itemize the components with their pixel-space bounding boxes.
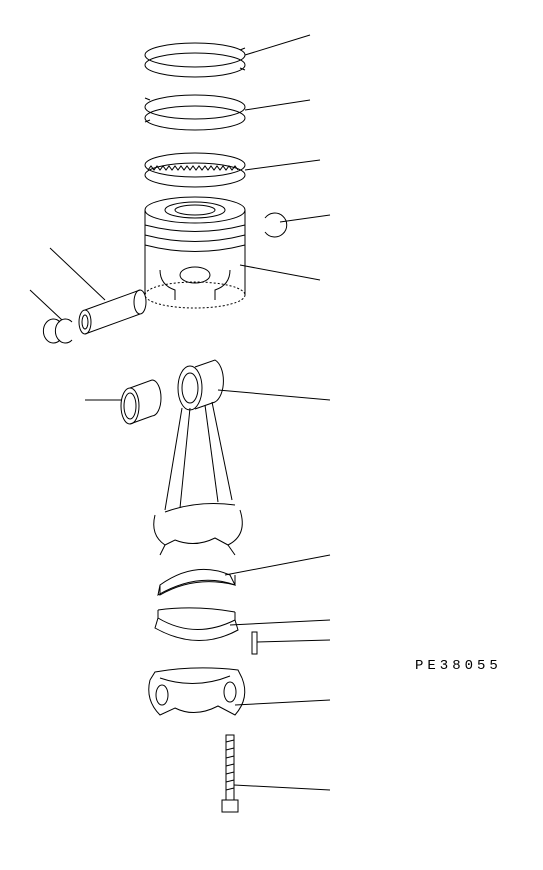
rod-bolt-icon xyxy=(222,735,330,812)
part-number-label: PE38055 xyxy=(415,658,502,674)
upper-bearing-icon xyxy=(158,555,330,595)
piston-icon xyxy=(145,197,320,308)
lower-bearing-icon xyxy=(155,608,330,641)
bushing-icon xyxy=(85,380,161,424)
snap-ring-right-icon xyxy=(265,213,330,237)
second-compression-ring-icon xyxy=(145,95,310,130)
piston-pin-icon xyxy=(50,248,146,334)
top-compression-ring-icon xyxy=(145,35,310,77)
exploded-diagram-container: PE38055 xyxy=(0,0,543,865)
connecting-rod-icon xyxy=(154,360,330,555)
oil-control-ring-icon xyxy=(145,153,320,187)
snap-ring-left-icon xyxy=(30,290,72,343)
diagram-svg xyxy=(0,0,543,865)
rod-cap-icon xyxy=(149,668,330,715)
dowel-pin-icon xyxy=(252,632,330,654)
